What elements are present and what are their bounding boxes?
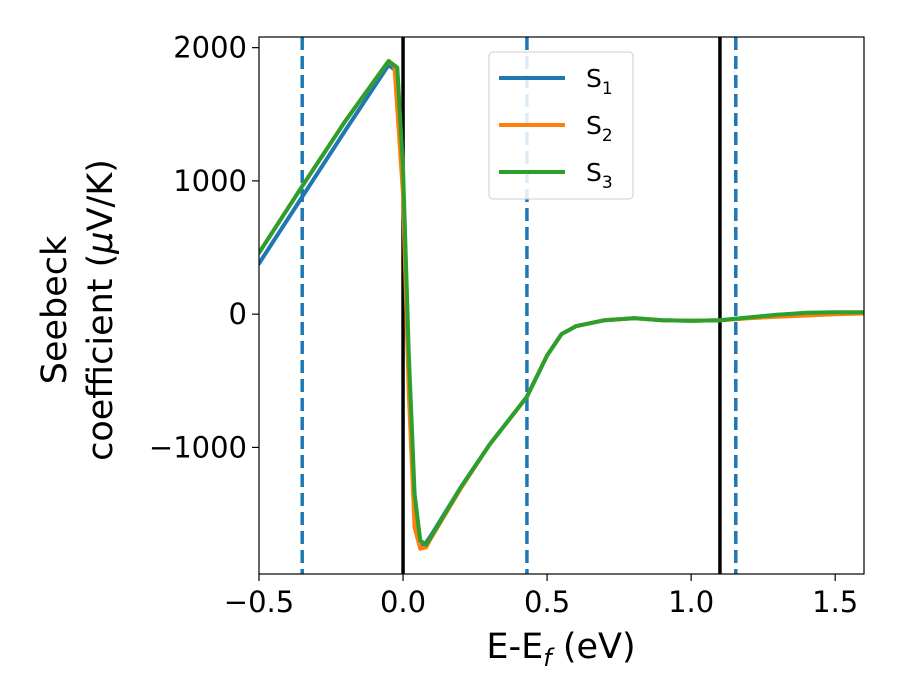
y-axis: 2000 1000 0 −1000 — [149, 31, 259, 464]
series-line-s3 — [259, 59, 864, 547]
x-tick-label: 1.5 — [812, 585, 858, 619]
y-tick-label: 2000 — [173, 31, 247, 65]
y-axis-title-line1: Seebeck — [35, 235, 75, 384]
y-axis-title-line2: coefficient (μV/K) — [81, 159, 121, 461]
x-tick-label: 1.0 — [668, 585, 714, 619]
legend-label-s2: S2 — [586, 111, 613, 146]
y-tick-label: 0 — [229, 297, 247, 331]
x-tick-label: 0.5 — [524, 585, 570, 619]
series-lines — [259, 59, 864, 551]
x-tick-label: −0.5 — [224, 585, 294, 619]
plot-frame — [258, 36, 865, 575]
y-tick-label: −1000 — [149, 430, 247, 464]
reference-lines — [300, 37, 738, 574]
x-tick-label: 0.0 — [380, 585, 426, 619]
legend: S1 S2 S3 — [488, 51, 634, 200]
y-tick-label: 1000 — [173, 164, 247, 198]
legend-label-s3: S3 — [586, 158, 613, 193]
x-axis: −0.5 0.0 0.5 1.0 1.5 — [224, 574, 858, 619]
x-axis-title: E-Ef (eV) — [486, 627, 635, 672]
legend-label-s1: S1 — [586, 64, 613, 99]
